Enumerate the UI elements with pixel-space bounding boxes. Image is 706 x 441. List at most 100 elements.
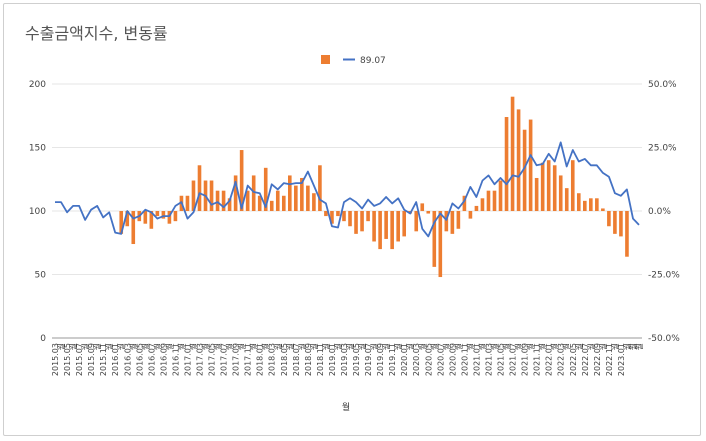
x-tick-label: 2017.03: [196, 343, 205, 376]
x-tick-label: 2019.05: [352, 343, 361, 376]
bar: [233, 175, 238, 211]
bar: [420, 203, 425, 211]
x-tick-label: 월: [297, 343, 307, 350]
bar: [155, 211, 160, 217]
bar: [245, 190, 250, 211]
bar: [173, 211, 178, 222]
x-tick-label: 월: [490, 343, 500, 350]
chart-frame: [3, 3, 701, 436]
bar: [143, 211, 148, 224]
right-y-tick-label: -25.0%: [648, 271, 680, 281]
x-tick-label: 월: [249, 343, 259, 350]
bar: [564, 188, 569, 211]
bar: [263, 167, 268, 211]
bar-series: [119, 96, 629, 278]
series-line: [55, 141, 640, 238]
bar: [432, 211, 437, 267]
x-tick-label: 2017.09: [232, 343, 241, 376]
bar: [480, 198, 485, 211]
x-tick-label: 월: [405, 343, 415, 350]
x-axis: 2015.03월2015.05월2015.07월2015.09월2015.11월…: [51, 343, 644, 376]
bar: [197, 165, 202, 211]
bar: [468, 211, 473, 219]
x-tick-label: 월: [393, 343, 403, 350]
bar: [288, 175, 292, 211]
bar: [486, 190, 491, 211]
x-tick-label: 월: [80, 343, 90, 350]
x-tick-label: 월: [634, 343, 644, 350]
bar: [161, 211, 166, 219]
bar: [546, 160, 551, 211]
bar: [613, 211, 617, 234]
x-tick-label: 2022.05: [569, 343, 578, 376]
x-tick-label: 2020.05: [424, 343, 433, 376]
bar: [125, 211, 130, 227]
x-tick-label: 월: [586, 343, 596, 350]
x-tick-label: 2019.01: [328, 343, 337, 376]
x-tick-label: 월: [56, 343, 66, 350]
x-tick-label: 월: [381, 343, 391, 350]
bar: [149, 211, 154, 229]
bar: [191, 180, 196, 211]
x-tick-label: 2022.09: [593, 343, 602, 376]
x-tick-label: 2016.01: [111, 343, 120, 376]
x-tick-label: 2015.09: [87, 343, 96, 376]
bar: [402, 211, 406, 237]
bar: [221, 190, 226, 211]
bar: [131, 211, 136, 245]
x-tick-label: 2017.05: [208, 343, 217, 376]
x-tick-label: 2017.11: [244, 343, 253, 376]
bar: [306, 185, 310, 211]
x-tick-label: 2021.05: [497, 343, 506, 376]
x-tick-label: 월: [562, 343, 572, 350]
bar: [576, 193, 581, 211]
bar: [269, 200, 274, 211]
x-tick-label: 월: [478, 343, 488, 350]
bar: [251, 175, 256, 211]
x-tick-label: 2022.01: [545, 343, 554, 376]
x-axis-title: 월: [342, 401, 350, 413]
bar: [510, 96, 515, 211]
x-tick-label: 2016.05: [135, 343, 144, 376]
bar: [589, 198, 593, 211]
x-tick-label: 월: [526, 343, 536, 350]
bar: [384, 211, 388, 239]
left-y-tick-label: 200: [29, 80, 46, 90]
bar: [595, 198, 599, 211]
x-tick-label: 2016.03: [123, 343, 132, 376]
bar: [528, 119, 533, 211]
x-tick-label: 2021.07: [509, 343, 518, 376]
right-y-tick-label: 0.0%: [648, 207, 671, 217]
x-tick-label: 2019.03: [340, 343, 349, 376]
bar: [185, 195, 190, 211]
x-tick-label: 월: [628, 343, 638, 350]
bar: [300, 177, 304, 211]
x-tick-label: 월: [441, 343, 451, 350]
bar: [167, 211, 172, 224]
x-tick-label: 월: [237, 343, 247, 350]
x-tick-label: 월: [465, 343, 475, 350]
x-tick-label: 2022.07: [581, 343, 590, 376]
x-tick-label: 월: [309, 343, 319, 350]
x-tick-label: 월: [201, 343, 211, 350]
bar: [534, 177, 539, 211]
x-tick-label: 2018.09: [304, 343, 313, 376]
x-tick-label: 2015.11: [99, 343, 108, 376]
bar: [444, 211, 449, 232]
x-tick-label: 월: [502, 343, 512, 350]
bar: [462, 195, 467, 211]
x-tick-label: 2020.09: [448, 343, 457, 376]
x-tick-label: 2018.01: [256, 343, 265, 376]
x-tick-label: 월: [622, 343, 632, 350]
left-y-tick-label: 150: [29, 144, 46, 154]
x-tick-label: 2020.03: [412, 343, 421, 376]
bar: [390, 211, 394, 250]
x-tick-label: 2021.09: [521, 343, 530, 376]
x-tick-label: 2016.11: [171, 343, 180, 376]
bar: [209, 180, 214, 211]
bar: [498, 180, 503, 211]
x-tick-label: 월: [550, 343, 560, 350]
bar: [366, 211, 370, 222]
bar: [450, 211, 455, 234]
bar: [583, 200, 587, 211]
